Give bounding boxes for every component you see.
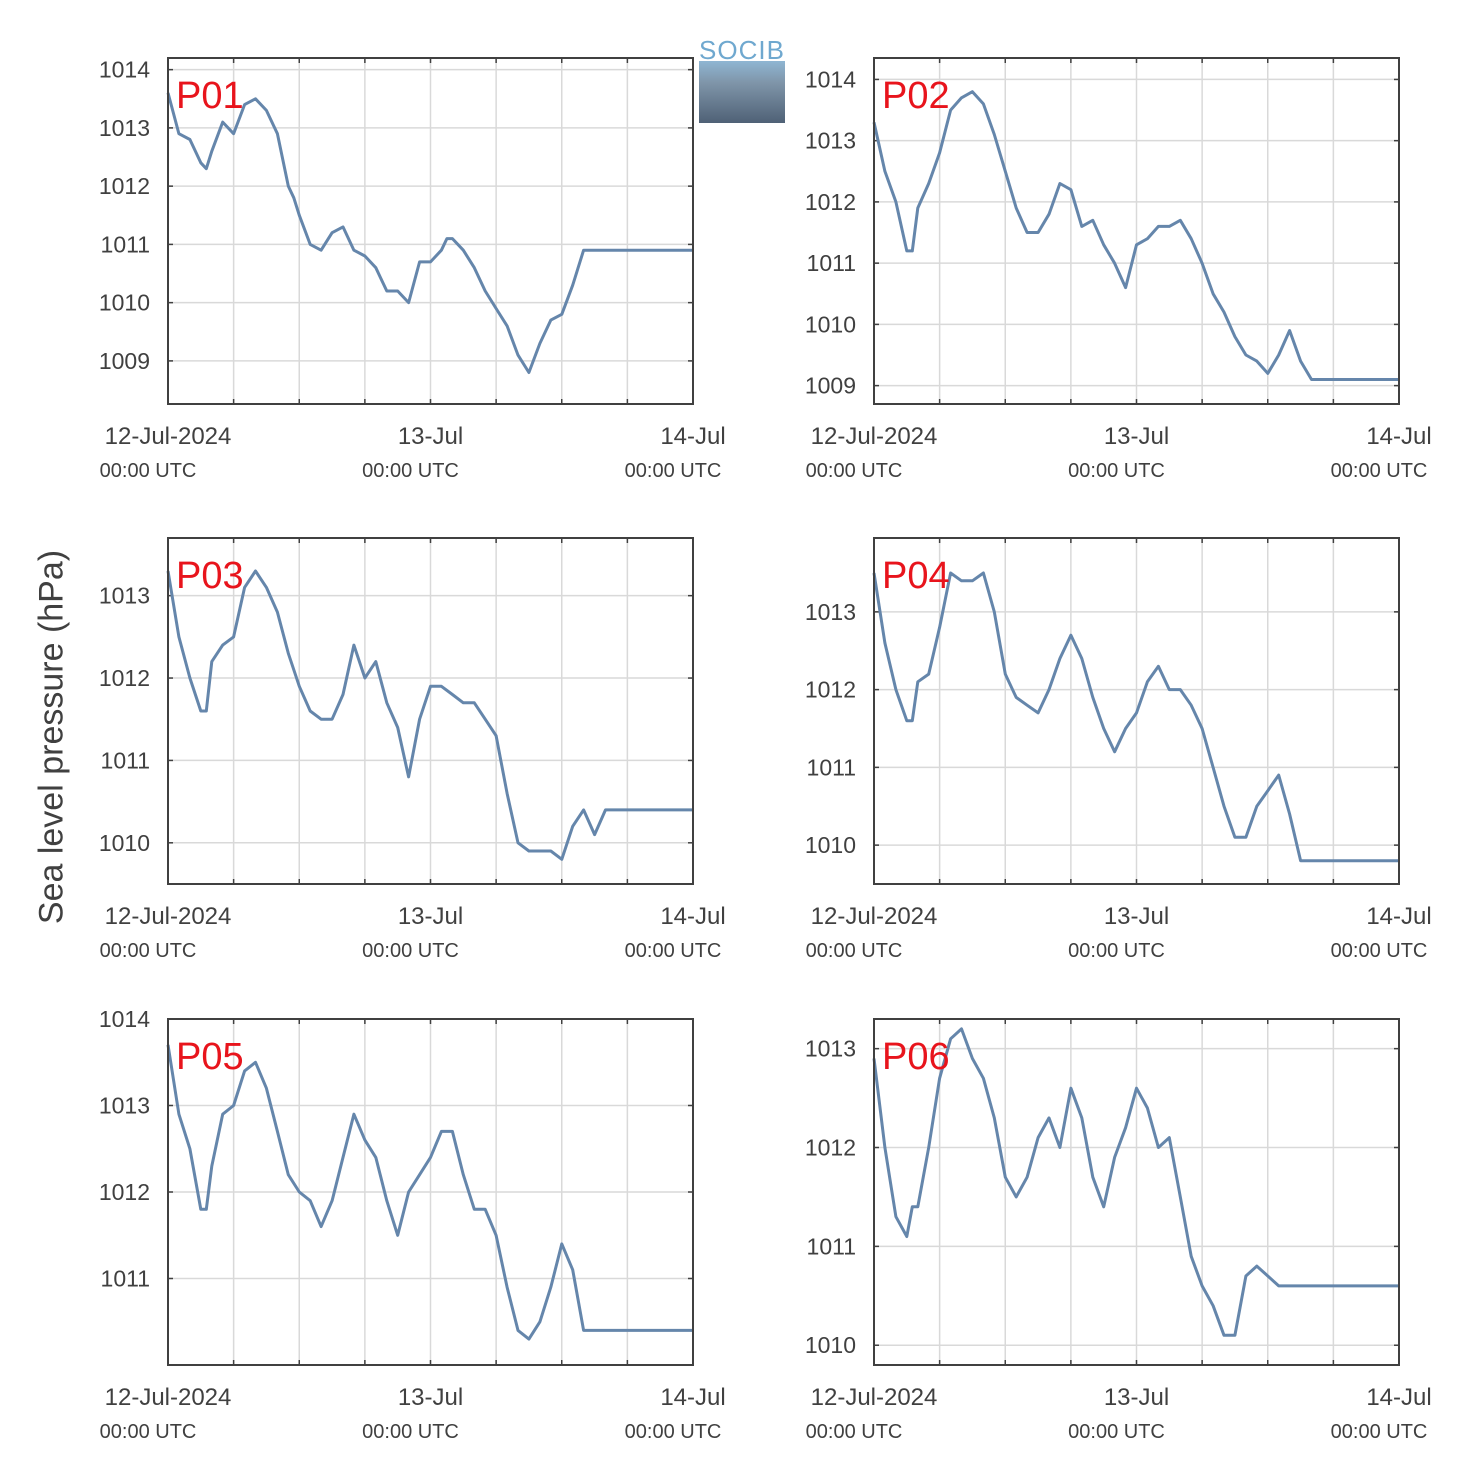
x-tick-label: 12-Jul-2024 — [105, 1384, 232, 1411]
x-tick-label: 13-Jul — [1104, 903, 1169, 930]
y-tick-label: 1013 — [99, 1093, 150, 1119]
x-tick-label: 13-Jul — [398, 1384, 463, 1411]
panel-p04: 1010 1011 1012 1013 12-Jul-2024 00:00 UTC 13-J… — [805, 537, 1432, 962]
panel-p02: 1009 1010 1011 1012 1013 1014 12-Jul-2024 00:00… — [805, 57, 1432, 482]
y-tick-label: 1009 — [805, 373, 856, 399]
logo-graphic — [699, 61, 785, 123]
y-tick-label: 1010 — [99, 290, 150, 316]
y-tick-label: 1013 — [805, 599, 856, 625]
series-line — [166, 569, 693, 861]
y-tick-label: 1011 — [807, 250, 856, 276]
panel-label: P06 — [882, 1036, 950, 1078]
x-tick-label: 14-Jul — [660, 903, 725, 930]
x-tick-sublabel: 00:00 UTC — [1068, 1421, 1165, 1443]
panel-p03: 1010 1011 1012 1013 12-Jul-2024 00:00 UTC 13-J… — [99, 537, 726, 962]
x-tick-sublabel: 00:00 UTC — [806, 460, 903, 482]
series-line — [166, 92, 693, 374]
x-tick-sublabel: 00:00 UTC — [1068, 940, 1165, 962]
y-tick-label: 1012 — [805, 1135, 856, 1161]
y-axis-label: Sea level pressure (hPa) — [32, 549, 71, 925]
x-tick-sublabel: 00:00 UTC — [362, 460, 459, 482]
y-tick-label: 1010 — [805, 832, 856, 858]
x-tick-label: 12-Jul-2024 — [811, 423, 938, 450]
y-tick-label: 1013 — [99, 115, 150, 141]
x-tick-sublabel: 00:00 UTC — [1331, 1421, 1428, 1443]
panel-label: P03 — [176, 555, 244, 597]
axes-frame — [167, 57, 694, 405]
panel-p01: 1009 1010 1011 1012 1013 1014 12-Jul-2024 00:00… — [99, 57, 726, 482]
x-tick-sublabel: 00:00 UTC — [806, 940, 903, 962]
x-tick-label: 14-Jul — [660, 423, 725, 450]
axes-frame — [167, 1018, 694, 1366]
x-tick-label: 14-Jul — [1366, 903, 1431, 930]
axes-frame — [167, 537, 694, 885]
series-line — [872, 1027, 1399, 1337]
axes-frame — [873, 537, 1400, 885]
y-tick-label: 1013 — [805, 128, 856, 154]
x-tick-sublabel: 00:00 UTC — [806, 1421, 903, 1443]
x-tick-label: 14-Jul — [1366, 423, 1431, 450]
panel-label: P05 — [176, 1036, 244, 1078]
series-line — [872, 90, 1399, 381]
y-tick-label: 1013 — [805, 1036, 856, 1062]
x-tick-label: 13-Jul — [1104, 423, 1169, 450]
series-line — [872, 571, 1399, 863]
x-tick-label: 13-Jul — [398, 903, 463, 930]
y-tick-label: 1012 — [805, 189, 856, 215]
y-tick-label: 1012 — [99, 1179, 150, 1205]
x-tick-label: 14-Jul — [660, 1384, 725, 1411]
panel-p05: 1011 1012 1013 1014 12-Jul-2024 00:00 UTC 13-J… — [99, 1006, 726, 1443]
x-tick-label: 12-Jul-2024 — [105, 903, 232, 930]
y-tick-label: 1011 — [807, 754, 856, 780]
x-tick-label: 13-Jul — [1104, 1384, 1169, 1411]
logo-text: SOCIB — [699, 35, 785, 65]
panel-p06: 1010 1011 1012 1013 12-Jul-2024 00:00 UTC 13-J… — [805, 1018, 1432, 1443]
panel-label: P02 — [882, 75, 950, 117]
axes-frame — [873, 57, 1400, 405]
y-tick-label: 1012 — [805, 677, 856, 703]
x-tick-label: 14-Jul — [1366, 1384, 1431, 1411]
x-tick-sublabel: 00:00 UTC — [1068, 460, 1165, 482]
x-tick-label: 12-Jul-2024 — [811, 903, 938, 930]
x-tick-sublabel: 00:00 UTC — [362, 940, 459, 962]
x-tick-sublabel: 00:00 UTC — [625, 940, 722, 962]
x-tick-sublabel: 00:00 UTC — [625, 1421, 722, 1443]
y-tick-label: 1010 — [805, 311, 856, 337]
axes-frame — [873, 1018, 1400, 1366]
socib-logo: SOCIB — [697, 35, 787, 125]
y-tick-label: 1011 — [101, 1266, 150, 1292]
x-tick-sublabel: 00:00 UTC — [1331, 460, 1428, 482]
y-tick-label: 1011 — [101, 231, 150, 257]
y-tick-label: 1009 — [99, 348, 150, 374]
x-tick-label: 12-Jul-2024 — [105, 423, 232, 450]
y-tick-label: 1013 — [99, 583, 150, 609]
x-tick-sublabel: 00:00 UTC — [100, 940, 197, 962]
x-tick-label: 13-Jul — [398, 423, 463, 450]
x-tick-sublabel: 00:00 UTC — [362, 1421, 459, 1443]
y-tick-label: 1012 — [99, 173, 150, 199]
x-tick-sublabel: 00:00 UTC — [625, 460, 722, 482]
x-tick-label: 12-Jul-2024 — [811, 1384, 938, 1411]
panel-label: P04 — [882, 555, 950, 597]
y-tick-label: 1011 — [101, 747, 150, 773]
y-tick-label: 1014 — [805, 66, 856, 92]
y-tick-label: 1010 — [805, 1332, 856, 1358]
x-tick-sublabel: 00:00 UTC — [100, 1421, 197, 1443]
x-tick-sublabel: 00:00 UTC — [1331, 940, 1428, 962]
x-tick-sublabel: 00:00 UTC — [100, 460, 197, 482]
y-tick-label: 1010 — [99, 830, 150, 856]
panel-label: P01 — [176, 75, 244, 117]
y-tick-label: 1011 — [807, 1233, 856, 1259]
series-line — [166, 1044, 693, 1341]
y-tick-label: 1012 — [99, 665, 150, 691]
y-tick-label: 1014 — [99, 57, 150, 83]
y-tick-label: 1014 — [99, 1006, 150, 1032]
